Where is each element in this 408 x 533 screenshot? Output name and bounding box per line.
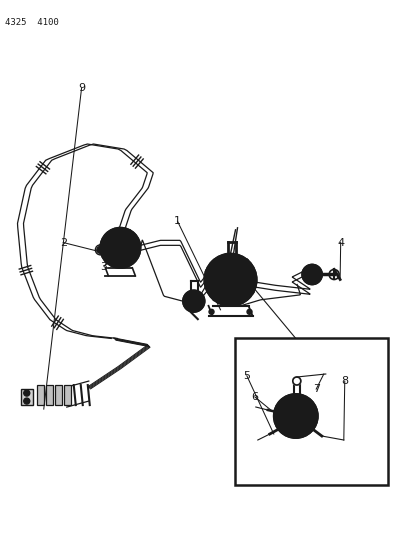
Circle shape xyxy=(302,264,322,285)
Bar xyxy=(64,385,71,405)
Circle shape xyxy=(24,390,30,396)
Circle shape xyxy=(24,398,30,404)
Text: 4: 4 xyxy=(337,238,344,247)
Text: 2: 2 xyxy=(60,238,67,247)
Circle shape xyxy=(293,377,301,385)
Bar xyxy=(37,385,44,405)
Circle shape xyxy=(247,309,252,314)
Text: 9: 9 xyxy=(78,83,85,93)
Circle shape xyxy=(100,228,140,268)
Text: 6: 6 xyxy=(251,392,259,402)
Circle shape xyxy=(118,246,122,250)
Circle shape xyxy=(308,270,316,279)
Circle shape xyxy=(183,290,205,312)
Circle shape xyxy=(228,277,233,283)
Text: 7: 7 xyxy=(313,384,320,394)
Bar xyxy=(55,385,62,405)
Circle shape xyxy=(204,254,257,306)
Text: 8: 8 xyxy=(341,376,348,386)
Text: 5: 5 xyxy=(243,371,251,381)
Bar xyxy=(235,338,388,485)
Bar xyxy=(21,389,33,405)
Bar xyxy=(46,385,53,405)
Text: 4325  4100: 4325 4100 xyxy=(5,18,59,27)
Circle shape xyxy=(209,309,214,314)
Circle shape xyxy=(97,246,104,253)
Circle shape xyxy=(293,414,298,418)
Circle shape xyxy=(293,377,301,385)
Circle shape xyxy=(274,394,318,438)
Text: 1: 1 xyxy=(174,216,181,226)
Text: 3: 3 xyxy=(100,262,108,271)
